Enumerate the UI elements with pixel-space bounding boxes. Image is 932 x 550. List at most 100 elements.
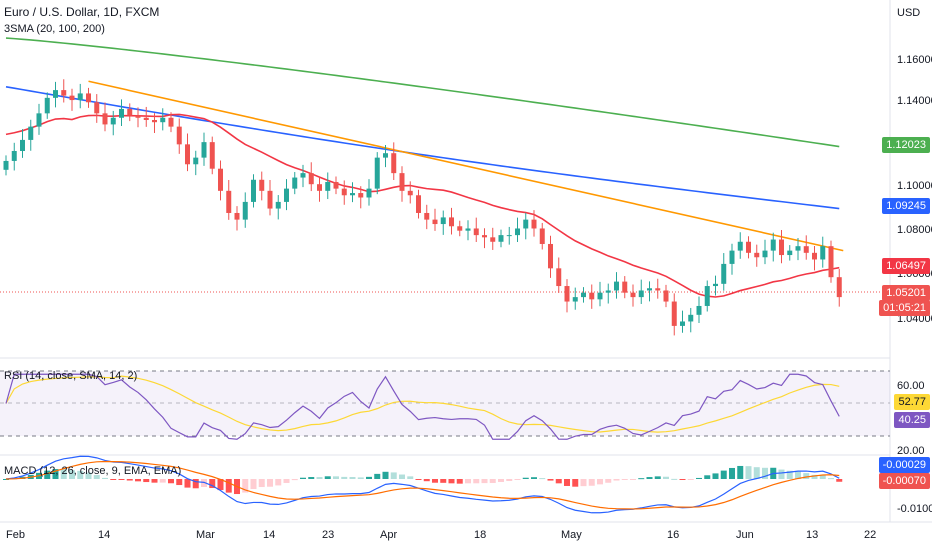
candle-body (812, 252, 817, 260)
macd-histogram-bar (275, 479, 282, 486)
candle-body (259, 179, 265, 191)
macd-histogram-bar (110, 479, 117, 480)
time-tick: 14 (263, 529, 276, 541)
macd-histogram-bar (300, 477, 306, 479)
candle-body (201, 142, 207, 158)
macd-histogram-bar (159, 479, 166, 483)
macd-histogram-bar (729, 467, 735, 479)
sma100-price-tag: 1.09245 (882, 198, 930, 214)
macd-histogram-bar (217, 479, 224, 491)
time-tick: 23 (322, 529, 335, 541)
candle-body (28, 126, 34, 140)
candle-body (218, 168, 223, 191)
candle-body (779, 239, 784, 256)
macd-histogram-bar (720, 470, 727, 479)
candle-body (523, 219, 529, 229)
candle-body (168, 117, 174, 127)
candle-body (762, 250, 768, 258)
macd-histogram-bar (696, 477, 702, 479)
candle-body (383, 153, 388, 158)
rsi-lines (5, 373, 840, 440)
macd-histogram-bar (621, 479, 628, 480)
macd-histogram-bar (267, 479, 273, 487)
macd-histogram-bar (242, 479, 249, 493)
price-tick: 1.10000 (897, 180, 932, 192)
candle-body (143, 117, 149, 120)
sma20-price-tag: 1.06497 (882, 258, 930, 274)
candle-body (688, 314, 694, 322)
candle-body (498, 235, 504, 242)
macd-histogram-bar (547, 479, 554, 481)
last-price-tag: 1.05201 (882, 285, 930, 301)
candle-body (3, 160, 9, 170)
macd-histogram-bar (539, 478, 546, 480)
macd-histogram-bar (390, 472, 397, 479)
macd-histogram-bar (283, 479, 290, 483)
macd-histogram-bar (102, 477, 108, 479)
candles (3, 79, 842, 336)
candle-body (482, 235, 487, 238)
macd-histogram-bar (564, 479, 570, 486)
time-tick: May (561, 529, 582, 541)
macd-histogram-bar (489, 479, 496, 483)
candle-body (622, 281, 628, 293)
indicator-legend[interactable]: 3SMA (20, 100, 200) (4, 23, 105, 35)
price-tick: 1.14000 (897, 95, 932, 107)
candle-body (44, 97, 50, 114)
candle-body (407, 190, 413, 196)
candle-body (325, 181, 331, 191)
macd-histogram-bar (192, 479, 199, 489)
macd-line-path (5, 455, 840, 514)
price-tick: 1.08000 (897, 224, 932, 236)
candle-body (548, 243, 553, 269)
macd-histogram-bar (704, 475, 711, 479)
candle-body (713, 283, 718, 287)
macd-histogram-bar (778, 469, 785, 479)
candle-body (754, 252, 760, 258)
macd-histogram-bar (671, 478, 678, 480)
candle-body (209, 142, 215, 169)
candle-body (36, 113, 42, 127)
trendline-path[interactable] (88, 80, 844, 252)
trendline[interactable] (88, 80, 844, 252)
macd-histogram-bar (308, 477, 315, 479)
candle-body (663, 290, 669, 302)
candle-body (341, 188, 347, 196)
candle-body (61, 90, 67, 96)
macd-histogram-bar (514, 479, 521, 480)
candle-body (440, 217, 446, 225)
macd-histogram-bar (762, 467, 768, 479)
macd-histogram-bar (69, 470, 75, 479)
candle-body (828, 246, 834, 278)
currency-label[interactable]: USD (897, 7, 921, 19)
macd-histogram-bar (737, 465, 744, 479)
rsi-path (5, 373, 840, 440)
candle-body (251, 179, 256, 202)
price-tick: 1.04000 (897, 313, 932, 325)
candle-body (539, 228, 545, 244)
macd-histogram-bar (44, 470, 51, 479)
candle-body (671, 301, 677, 326)
macd-histogram-bar (654, 476, 661, 479)
macd-histogram-bar (77, 470, 84, 479)
rsi-legend[interactable]: RSI (14, close, SMA, 14, 2) (4, 370, 138, 382)
candle-body (77, 93, 83, 101)
macd-histogram-bar (448, 479, 455, 484)
macd-value-tag: -0.00070 (878, 473, 930, 489)
sma200-price-tag: 1.12023 (882, 137, 930, 153)
macd-histogram-bar (753, 467, 760, 479)
symbol-title[interactable]: Euro / U.S. Dollar, 1D, FXCM (4, 5, 160, 19)
macd-histogram-bar (646, 477, 653, 479)
macd-legend[interactable]: MACD (12, 26, close, 9, EMA, EMA) (4, 465, 182, 477)
time-tick: Apr (380, 529, 398, 541)
candle-body (20, 139, 25, 151)
candle-body (391, 153, 397, 174)
time-tick: 13 (806, 529, 819, 541)
macd-histogram-bar (811, 474, 818, 479)
candle-body (457, 226, 463, 231)
candle-body (564, 286, 570, 302)
candle-body (69, 95, 75, 101)
macd-histogram-bar (597, 479, 603, 485)
macd-histogram-bar (399, 474, 405, 479)
